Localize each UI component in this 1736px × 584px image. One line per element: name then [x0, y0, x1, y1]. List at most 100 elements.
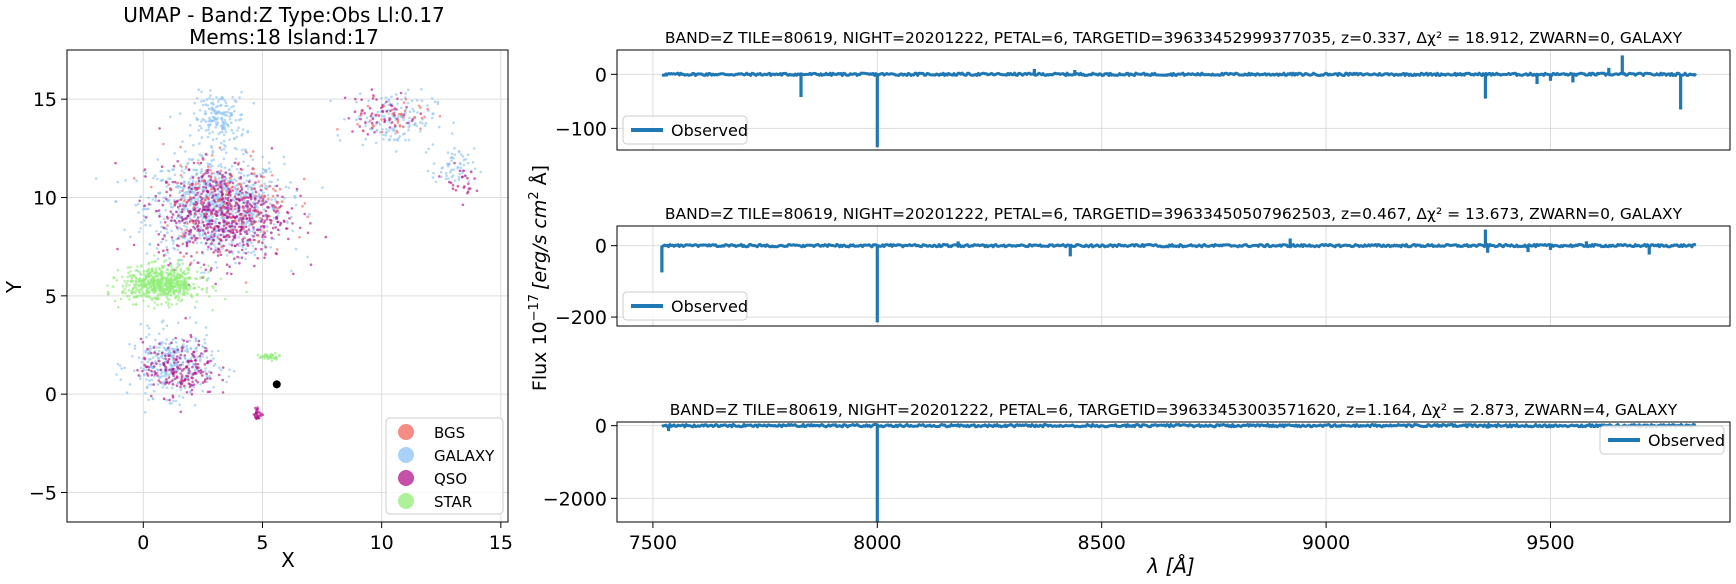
scatter-point-bgs	[162, 142, 165, 146]
scatter-point-qso	[144, 175, 147, 178]
scatter-point-star	[166, 268, 169, 272]
scatter-point-galaxy	[116, 362, 120, 366]
scatter-point-bgs	[186, 222, 189, 225]
scatter-point-galaxy	[472, 147, 476, 150]
scatter-point-bgs	[182, 233, 185, 236]
scatter-point-galaxy	[234, 261, 237, 265]
scatter-point-galaxy	[241, 132, 244, 136]
scatter-point-galaxy	[133, 344, 137, 348]
scatter-point-bgs	[228, 202, 231, 206]
scatter-point-galaxy	[259, 173, 262, 176]
scatter-point-galaxy	[384, 96, 388, 99]
scatter-point-galaxy	[192, 385, 195, 389]
spectrum-x-tick-label: 7500	[629, 532, 677, 554]
scatter-point-galaxy	[197, 129, 200, 132]
scatter-point-galaxy	[159, 221, 163, 224]
scatter-point-galaxy	[234, 119, 238, 122]
scatter-point-qso	[453, 161, 456, 165]
scatter-point-star	[270, 353, 274, 357]
scatter-point-galaxy	[192, 143, 195, 147]
scatter-point-galaxy	[176, 248, 180, 252]
scatter-point-qso	[254, 247, 257, 251]
scatter-point-galaxy	[223, 99, 226, 102]
scatter-point-qso	[210, 242, 213, 245]
scatter-point-bgs	[203, 212, 207, 216]
scatter-point-galaxy	[210, 164, 214, 167]
scatter-point-qso	[182, 204, 185, 207]
scatter-point-galaxy	[212, 357, 215, 360]
scatter-point-bgs	[229, 173, 233, 176]
scatter-point-galaxy	[204, 326, 208, 329]
scatter-point-bgs	[276, 201, 279, 205]
scatter-point-qso	[324, 235, 328, 239]
scatter-point-qso	[157, 209, 161, 212]
scatter-point-bgs	[252, 172, 256, 175]
scatter-point-qso	[248, 219, 251, 222]
scatter-point-galaxy	[197, 193, 200, 197]
legend-marker-qso	[398, 470, 414, 486]
scatter-point-qso	[243, 201, 246, 205]
scatter-point-galaxy	[257, 194, 261, 197]
scatter-point-qso	[190, 376, 193, 380]
scatter-point-galaxy	[177, 350, 180, 354]
umap-panel: UMAP - Band:Z Type:Obs Ll:0.17 Mems:18 I…	[2, 3, 513, 572]
scatter-point-galaxy	[155, 247, 159, 250]
scatter-point-galaxy	[147, 196, 150, 200]
scatter-point-qso	[180, 378, 183, 381]
scatter-point-bgs	[252, 167, 255, 171]
scatter-point-galaxy	[404, 138, 407, 142]
scatter-point-qso	[153, 351, 156, 355]
scatter-point-star	[144, 282, 148, 286]
scatter-point-bgs	[237, 161, 241, 165]
scatter-point-star	[117, 305, 120, 309]
scatter-point-bgs	[380, 130, 384, 134]
scatter-point-qso	[239, 175, 242, 179]
scatter-point-qso	[253, 202, 256, 206]
spectrum-y-tick-label: 0	[595, 236, 607, 258]
scatter-point-qso	[192, 372, 196, 375]
scatter-point-qso	[210, 235, 213, 238]
scatter-point-galaxy	[264, 170, 268, 174]
scatter-point-qso	[259, 220, 263, 223]
scatter-point-qso	[197, 179, 201, 183]
scatter-point-star	[165, 287, 168, 291]
scatter-point-bgs	[231, 185, 235, 189]
scatter-point-galaxy	[211, 98, 215, 101]
scatter-point-galaxy	[268, 180, 272, 183]
scatter-point-star	[183, 272, 187, 276]
scatter-point-qso	[201, 228, 205, 232]
scatter-point-galaxy	[200, 154, 203, 157]
scatter-point-qso	[388, 126, 392, 129]
scatter-point-qso	[359, 117, 362, 121]
spectrum-x-tick-label: 9500	[1526, 532, 1574, 554]
scatter-point-qso	[220, 227, 223, 231]
scatter-point-galaxy	[368, 127, 372, 131]
scatter-point-galaxy	[170, 355, 173, 359]
scatter-point-galaxy	[231, 95, 234, 99]
scatter-point-galaxy	[191, 185, 194, 189]
scatter-point-galaxy	[161, 341, 164, 344]
scatter-point-star	[193, 286, 197, 290]
scatter-point-qso	[214, 282, 217, 286]
scatter-point-qso	[250, 204, 253, 207]
scatter-point-qso	[279, 223, 282, 227]
scatter-point-galaxy	[437, 125, 441, 129]
scatter-point-qso	[154, 371, 158, 375]
scatter-point-qso	[461, 203, 465, 207]
scatter-point-galaxy	[153, 174, 157, 178]
scatter-point-qso	[266, 205, 269, 209]
scatter-point-qso	[275, 184, 279, 188]
scatter-point-star	[186, 292, 189, 296]
scatter-point-galaxy	[175, 216, 179, 220]
scatter-point-qso	[178, 356, 182, 360]
scatter-point-qso	[141, 369, 144, 373]
scatter-point-qso	[232, 231, 235, 235]
scatter-point-star	[178, 276, 182, 280]
scatter-point-galaxy	[246, 187, 250, 191]
scatter-point-galaxy	[222, 133, 226, 137]
scatter-point-galaxy	[262, 238, 266, 241]
scatter-point-bgs	[228, 176, 232, 180]
scatter-point-galaxy	[143, 219, 146, 222]
scatter-point-galaxy	[218, 214, 221, 217]
